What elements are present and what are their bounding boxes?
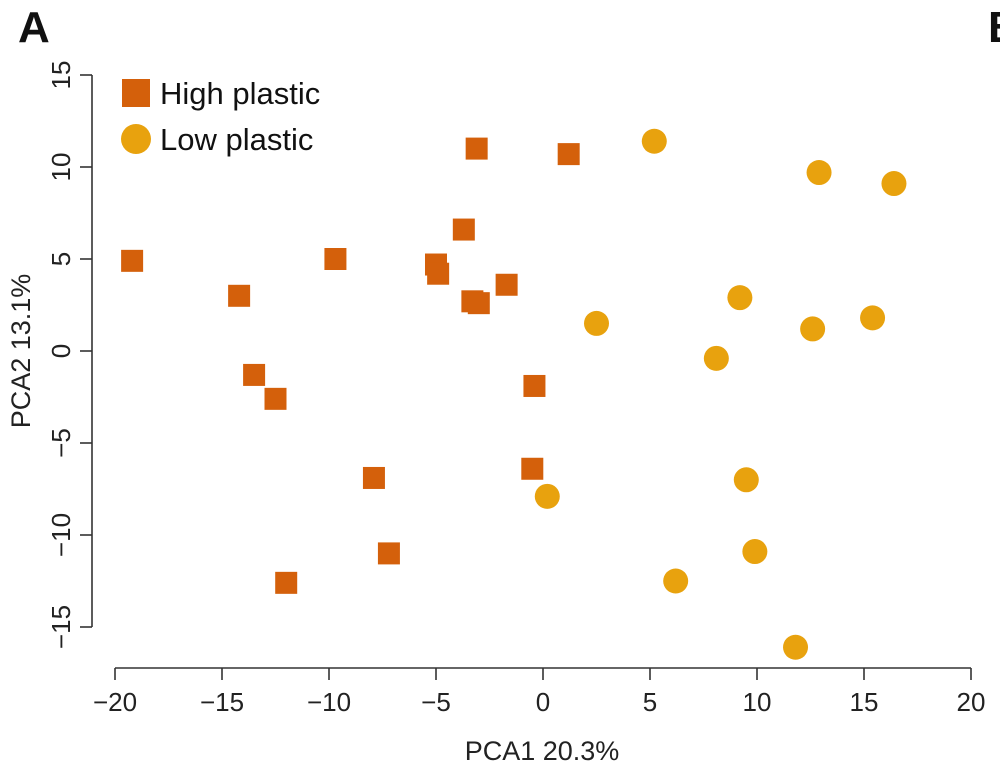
x-tick-label: −15: [200, 687, 244, 717]
x-tick-label: 20: [957, 687, 986, 717]
axes: −20 −15 −10 −5 0 5 10 15 20 −15 −10 −5 0 5 10 15: [46, 61, 985, 717]
x-axis-title: PCA1 20.3%: [465, 736, 620, 766]
low-plastic-point: [733, 467, 759, 493]
legend-label: High plastic: [160, 76, 320, 111]
y-tick-label: −15: [46, 605, 76, 649]
high-plastic-point: [467, 292, 490, 315]
high-plastic-point: [427, 262, 450, 285]
high-plastic-point: [465, 137, 488, 160]
low-plastic-point: [663, 568, 689, 594]
high-plastic-point: [521, 457, 544, 480]
high-plastic-point: [362, 466, 385, 489]
high-plastic-point: [275, 571, 298, 594]
low-plastic-point: [742, 539, 768, 565]
y-tick-label: 15: [46, 61, 76, 90]
x-tick-label: −20: [93, 687, 137, 717]
y-tick-label: −10: [46, 513, 76, 557]
high-plastic-point: [228, 284, 251, 307]
high-plastic-point: [377, 542, 400, 565]
x-tick-label: −5: [421, 687, 451, 717]
legend-circle-icon: [121, 124, 151, 154]
panel-label-b: B: [988, 3, 1000, 52]
low-plastic-point: [881, 171, 907, 197]
y-tick-label: −5: [46, 428, 76, 458]
legend-square-icon: [122, 79, 150, 107]
high-plastic-point: [243, 363, 266, 386]
high-plastic-point: [495, 273, 518, 296]
x-tick-label: 5: [643, 687, 657, 717]
y-tick-label: 10: [46, 153, 76, 182]
high-plastic-point: [523, 374, 546, 397]
low-plastic-point: [727, 285, 753, 311]
legend-label: Low plastic: [160, 122, 313, 157]
y-tick-label: 5: [46, 252, 76, 266]
low-plastic-point: [641, 128, 667, 154]
high-plastic-point: [324, 248, 347, 270]
low-plastic-point: [783, 634, 809, 660]
x-tick-label: −10: [307, 687, 351, 717]
high-plastic-point: [452, 218, 475, 241]
low-plastic-point: [703, 345, 729, 371]
low-plastic-point: [806, 160, 832, 186]
x-tick-label: 0: [536, 687, 550, 717]
high-plastic-point: [264, 387, 287, 410]
low-plastic-point: [800, 316, 826, 342]
panel-label-a: A: [18, 3, 50, 52]
low-plastic-point: [534, 483, 560, 509]
low-plastic-point: [584, 310, 609, 336]
high-plastic-point: [557, 143, 580, 166]
legend: High plastic Low plastic: [121, 76, 320, 157]
y-tick-label: 0: [46, 344, 76, 358]
data-points: [121, 128, 907, 660]
x-tick-label: 10: [743, 687, 772, 717]
y-axis-title: PCA2 13.1%: [6, 274, 36, 429]
low-plastic-point: [860, 305, 886, 331]
high-plastic-point: [121, 249, 144, 272]
x-tick-label: 15: [850, 687, 879, 717]
